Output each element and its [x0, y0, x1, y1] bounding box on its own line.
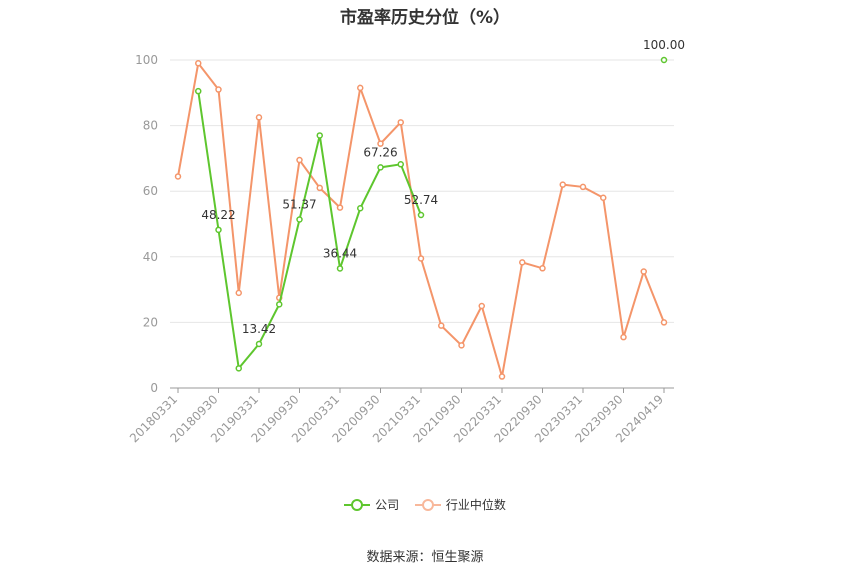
data-point-industry [620, 333, 627, 341]
data-point-industry [660, 319, 668, 326]
data-point-industry [195, 60, 202, 67]
data-point-industry [539, 265, 546, 272]
data-point-industry [174, 173, 182, 180]
data-point-industry [397, 119, 404, 126]
data-point-industry [519, 259, 526, 266]
legend-item-industry[interactable]: 行业中位数 [414, 496, 506, 513]
y-tick-label: 40 [143, 250, 158, 264]
data-point-industry [377, 140, 384, 147]
data-point-industry [640, 268, 647, 275]
data-point-industry [357, 84, 364, 92]
chart-title: 市盈率历史分位（%） [339, 8, 511, 28]
data-point-industry [600, 194, 607, 202]
data-point-industry [296, 156, 303, 164]
data-point-company [296, 216, 303, 223]
y-tick-label: 100 [135, 53, 158, 67]
data-point-company [417, 211, 425, 219]
data-point-industry [458, 342, 465, 349]
legend-label-company: 公司 [375, 498, 400, 512]
legend-item-company[interactable]: 公司 [344, 496, 399, 513]
data-label: 48.22 [201, 208, 235, 222]
data-point-company [377, 164, 384, 171]
legend-label-industry: 行业中位数 [445, 498, 506, 512]
pe-percentile-line-chart: 0204060801002018033120180930201903312019… [127, 38, 685, 445]
data-label: 13.42 [242, 322, 276, 336]
data-source-note: 数据来源：恒生聚源 [366, 550, 484, 565]
data-point-company [336, 265, 344, 272]
data-point-industry [438, 322, 445, 329]
y-tick-label: 20 [143, 315, 158, 329]
data-point-company [215, 226, 222, 234]
data-label: 36.44 [323, 246, 357, 260]
data-point-company [357, 205, 364, 212]
y-tick-label: 60 [143, 184, 158, 198]
data-point-company [255, 340, 263, 348]
chart-legend: 公司 行业中位数 [0, 496, 850, 515]
data-point-company [195, 87, 202, 95]
data-point-company [235, 365, 242, 372]
data-point-industry [316, 184, 323, 192]
legend-company-line-icon [344, 498, 371, 511]
data-point-industry [559, 181, 566, 188]
data-point-industry [255, 114, 263, 121]
data-label: 100.00 [643, 38, 685, 52]
y-tick-label: 0 [150, 381, 158, 395]
data-point-industry [215, 86, 222, 93]
data-label: 51.37 [282, 198, 316, 212]
data-point-industry [498, 373, 506, 380]
y-tick-label: 80 [143, 119, 158, 133]
data-point-industry [478, 302, 485, 310]
data-point-company [397, 161, 404, 168]
series-line-company [197, 91, 422, 371]
data-point-industry [235, 289, 242, 297]
data-point-industry [579, 183, 587, 191]
data-point-company [276, 301, 283, 308]
data-point-industry [417, 255, 425, 262]
data-label: 67.26 [363, 145, 397, 159]
data-point-company [316, 132, 323, 139]
legend-industry-line-icon [414, 498, 441, 511]
data-label: 52.74 [404, 193, 438, 207]
data-point-company [660, 56, 668, 64]
data-point-industry [336, 204, 344, 211]
